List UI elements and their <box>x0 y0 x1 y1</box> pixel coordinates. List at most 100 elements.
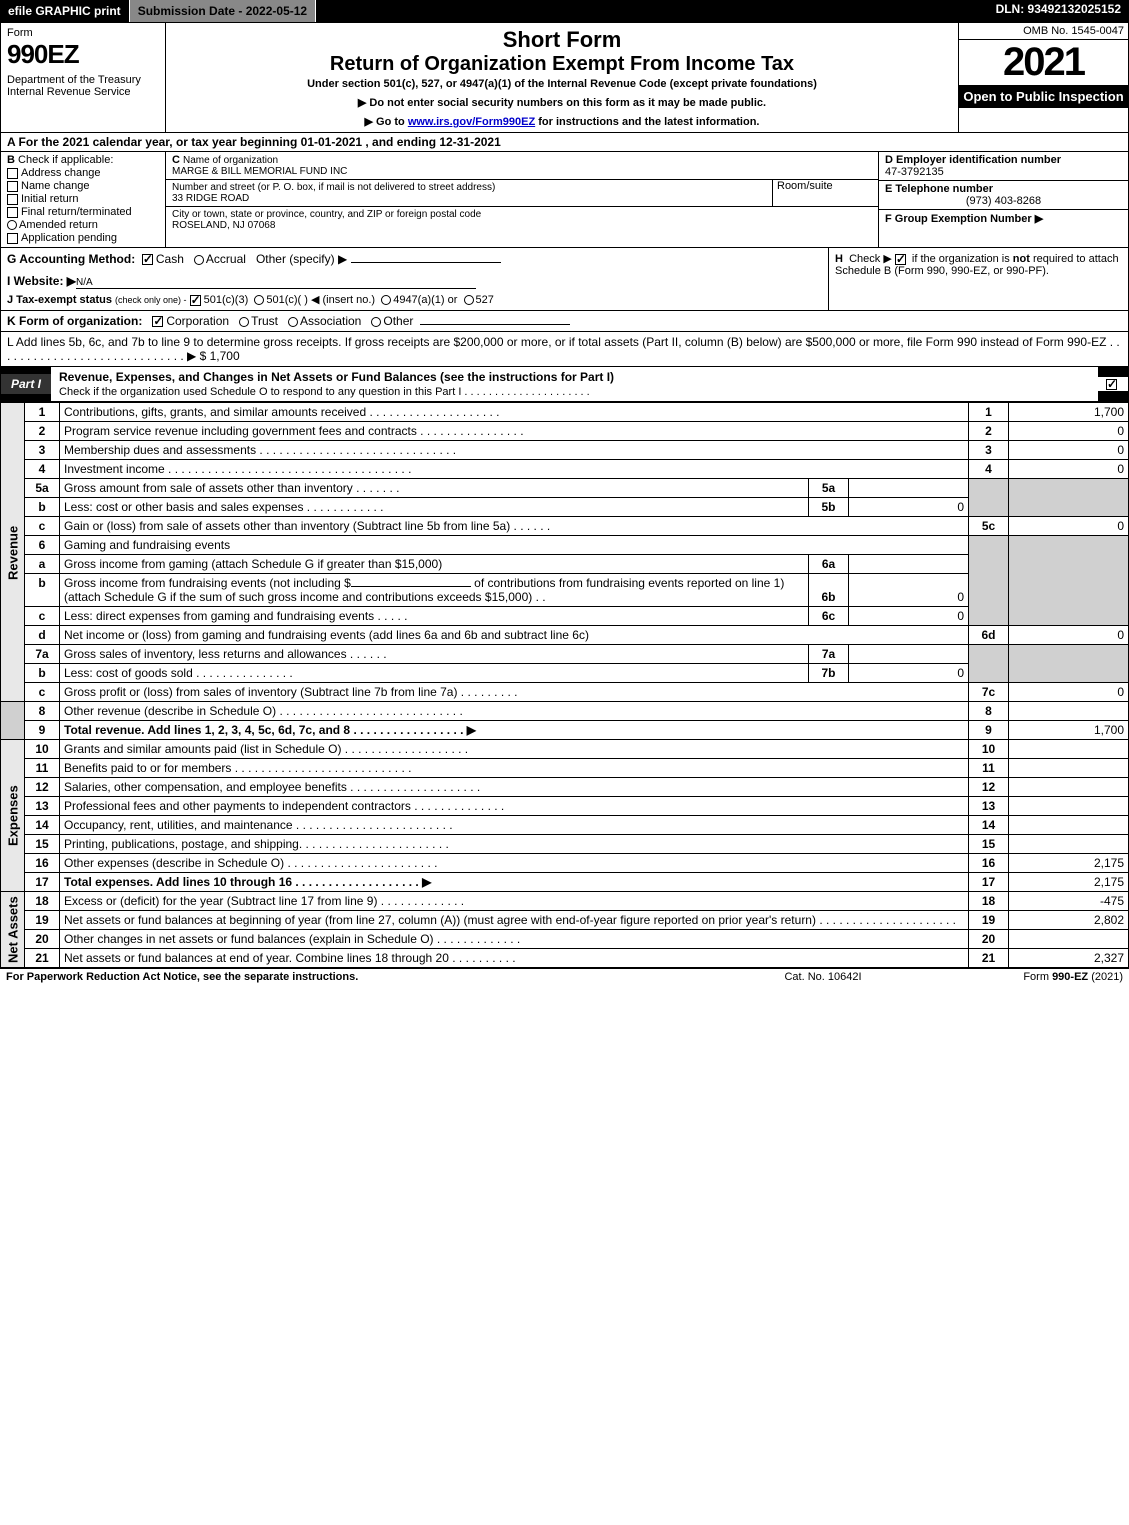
irs-link[interactable]: www.irs.gov/Form990EZ <box>408 116 535 128</box>
chk-application-pending[interactable]: Application pending <box>7 232 159 244</box>
chk-cash[interactable] <box>142 254 153 265</box>
form-subtitle: Under section 501(c), 527, or 4947(a)(1)… <box>172 78 952 90</box>
header-right: OMB No. 1545-0047 2021 Open to Public In… <box>958 23 1128 132</box>
goto-post: for instructions and the latest informat… <box>535 116 759 128</box>
tax-year: 2021 <box>959 40 1128 85</box>
column-def: D Employer identification number 47-3792… <box>878 152 1128 247</box>
line-21: 21Net assets or fund balances at end of … <box>1 949 1129 968</box>
part-i-label: Part I <box>1 374 51 394</box>
row-k: K Form of organization: Corporation Trus… <box>0 311 1129 332</box>
ghi-left: G Accounting Method: Cash Accrual Other … <box>1 248 828 310</box>
chk-initial-return[interactable]: Initial return <box>7 193 159 205</box>
chk-501c[interactable] <box>254 295 264 305</box>
line-6: 6Gaming and fundraising events <box>1 536 1129 555</box>
chk-trust[interactable] <box>239 317 249 327</box>
chk-address-change[interactable]: Address change <box>7 167 159 179</box>
line-17: 17Total expenses. Add lines 10 through 1… <box>1 873 1129 892</box>
revenue-sidebar: Revenue <box>1 403 25 702</box>
h-section: H Check ▶ if the organization is not req… <box>828 248 1128 310</box>
e-label: E Telephone number <box>885 183 993 195</box>
row-l: L Add lines 5b, 6c, and 7b to line 9 to … <box>0 332 1129 367</box>
chk-accrual[interactable] <box>194 255 204 265</box>
line-14: 14Occupancy, rent, utilities, and mainte… <box>1 816 1129 835</box>
form-title: Return of Organization Exempt From Incom… <box>172 53 952 76</box>
c-label: C <box>172 154 180 166</box>
form-number: 990EZ <box>7 39 159 70</box>
org-city: ROSELAND, NJ 07068 <box>172 220 872 231</box>
chk-corporation[interactable] <box>152 316 163 327</box>
line-1: Revenue 1Contributions, gifts, grants, a… <box>1 403 1129 422</box>
b-label: B <box>7 154 15 166</box>
topbar: efile GRAPHIC print Submission Date - 20… <box>0 0 1129 22</box>
line-3: 3Membership dues and assessments . . . .… <box>1 441 1129 460</box>
chk-schedule-b[interactable] <box>895 254 906 265</box>
goto-pre: ▶ Go to <box>365 116 408 128</box>
department: Department of the Treasury Internal Reve… <box>7 74 159 98</box>
line-20: 20Other changes in net assets or fund ba… <box>1 930 1129 949</box>
ein: 47-3792135 <box>885 166 944 178</box>
line-5c: cGain or (loss) from sale of assets othe… <box>1 517 1129 536</box>
line-6c: cLess: direct expenses from gaming and f… <box>1 607 1129 626</box>
form-header: Form 990EZ Department of the Treasury In… <box>0 22 1129 133</box>
h-not: not <box>1013 253 1030 265</box>
line-19: 19Net assets or fund balances at beginni… <box>1 911 1129 930</box>
line-10: Expenses 10Grants and similar amounts pa… <box>1 740 1129 759</box>
f-label: F Group Exemption Number ▶ <box>885 213 1043 225</box>
chk-final-return[interactable]: Final return/terminated <box>7 206 159 218</box>
g-other: Other (specify) ▶ <box>256 252 347 266</box>
ssn-warning: ▶ Do not enter social security numbers o… <box>172 96 952 109</box>
org-name: MARGE & BILL MEMORIAL FUND INC <box>172 166 872 177</box>
line-4: 4Investment income . . . . . . . . . . .… <box>1 460 1129 479</box>
ghi-section: G Accounting Method: Cash Accrual Other … <box>0 248 1129 311</box>
website: N/A <box>76 277 93 288</box>
line-15: 15Printing, publications, postage, and s… <box>1 835 1129 854</box>
header-left: Form 990EZ Department of the Treasury In… <box>1 23 166 132</box>
efile-print-button[interactable]: efile GRAPHIC print <box>0 0 130 22</box>
chk-4947[interactable] <box>381 295 391 305</box>
line-16: 16Other expenses (describe in Schedule O… <box>1 854 1129 873</box>
submission-date: Submission Date - 2022-05-12 <box>130 0 316 22</box>
chk-527[interactable] <box>464 295 474 305</box>
cat-no: Cat. No. 10642I <box>723 971 923 983</box>
k-label: K Form of organization: <box>7 314 142 328</box>
c-name-label: Name of organization <box>183 155 278 166</box>
chk-amended-return[interactable]: Amended return <box>7 219 159 231</box>
chk-other[interactable] <box>371 317 381 327</box>
c-addr-label: Number and street (or P. O. box, if mail… <box>172 182 772 193</box>
line-7c: cGross profit or (loss) from sales of in… <box>1 683 1129 702</box>
expenses-sidebar: Expenses <box>1 740 25 892</box>
paperwork-notice: For Paperwork Reduction Act Notice, see … <box>6 971 723 983</box>
chk-name-change[interactable]: Name change <box>7 180 159 192</box>
org-address: 33 RIDGE ROAD <box>172 193 772 204</box>
part-i-header: Part I Revenue, Expenses, and Changes in… <box>0 367 1129 402</box>
j-note: (check only one) - <box>115 295 187 305</box>
line-9: 9Total revenue. Add lines 1, 2, 3, 4, 5c… <box>1 721 1129 740</box>
b-check-label: Check if applicable: <box>18 154 113 166</box>
form-ref: Form 990-EZ (2021) <box>923 971 1123 983</box>
section-bcdef: B Check if applicable: Address change Na… <box>0 152 1129 248</box>
d-label: D Employer identification number <box>885 154 1061 166</box>
line-5b: bLess: cost or other basis and sales exp… <box>1 498 1129 517</box>
line-7a: 7aGross sales of inventory, less returns… <box>1 645 1129 664</box>
form-word: Form <box>7 27 159 39</box>
telephone: (973) 403-8268 <box>885 195 1122 207</box>
line-6a: aGross income from gaming (attach Schedu… <box>1 555 1129 574</box>
dln: DLN: 93492132025152 <box>988 0 1129 22</box>
j-label: J Tax-exempt status <box>7 294 112 306</box>
open-to-public: Open to Public Inspection <box>959 85 1128 108</box>
part-i-checkbox[interactable] <box>1098 377 1128 391</box>
line-6d: dNet income or (loss) from gaming and fu… <box>1 626 1129 645</box>
netassets-sidebar: Net Assets <box>1 892 25 968</box>
column-b: B Check if applicable: Address change Na… <box>1 152 166 247</box>
room-suite-label: Room/suite <box>772 180 872 206</box>
chk-501c3[interactable] <box>190 295 201 306</box>
line-6b: bGross income from fundraising events (n… <box>1 574 1129 607</box>
chk-association[interactable] <box>288 317 298 327</box>
part-i-title: Revenue, Expenses, and Changes in Net As… <box>51 367 1098 401</box>
g-label: G Accounting Method: <box>7 252 135 266</box>
column-c: C Name of organization MARGE & BILL MEMO… <box>166 152 878 247</box>
footer: For Paperwork Reduction Act Notice, see … <box>0 968 1129 985</box>
topbar-spacer <box>316 0 987 22</box>
h-text: Check ▶ <box>849 253 892 265</box>
line-2: 2Program service revenue including gover… <box>1 422 1129 441</box>
